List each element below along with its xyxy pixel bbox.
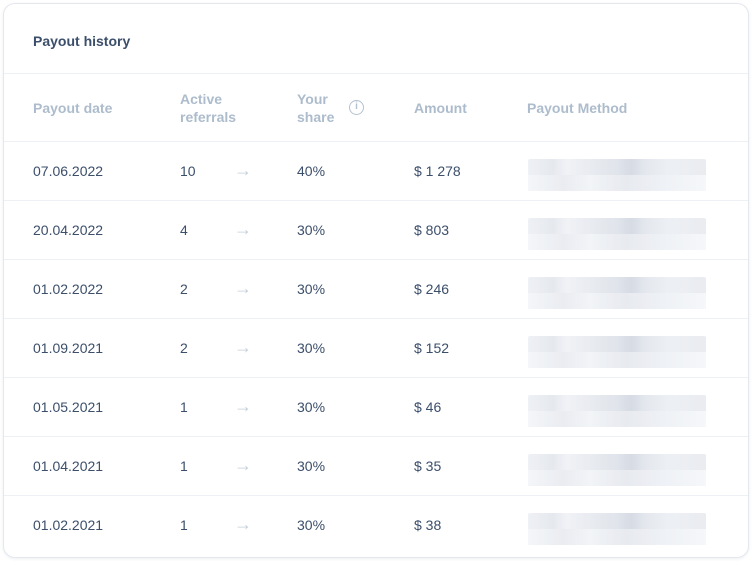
payout-method-redacted [528,395,706,427]
amount-cell: $ 38 [414,517,442,533]
active-referrals-cell: 2 [180,281,188,297]
active-referrals-cell: 1 [180,399,188,415]
column-header-payout-method[interactable]: Payout Method [527,100,628,116]
amount-cell: $ 35 [414,458,442,474]
column-header-active-referrals[interactable]: Active referrals [180,90,236,126]
amount-cell: $ 803 [414,222,450,238]
payout-method-redacted [528,336,706,368]
table-row[interactable]: 01.02.2021 1 → 30% $ 38 [4,496,748,555]
amount-cell: $ 246 [414,281,450,297]
table-row[interactable]: 01.09.2021 2 → 30% $ 152 [4,319,748,378]
card-title: Payout history [33,33,131,49]
payout-history-card: Payout history Payout date Active referr… [3,3,749,558]
amount-cell: $ 152 [414,340,450,356]
active-referrals-cell: 1 [180,517,188,533]
your-share-cell: 30% [297,458,326,474]
active-referrals-cell: 1 [180,458,188,474]
table-body: 07.06.2022 10 → 40% $ 1 278 20.04.2022 4… [4,142,748,555]
your-share-cell: 30% [297,399,326,415]
payout-method-redacted [528,159,706,191]
column-header-your-share[interactable]: Your share [297,90,334,126]
amount-cell: $ 46 [414,399,442,415]
payout-date-cell: 07.06.2022 [33,163,104,179]
arrow-right-icon: → [234,396,252,416]
payout-date-cell: 20.04.2022 [33,222,104,238]
your-share-cell: 40% [297,163,326,179]
arrow-right-icon: → [234,455,252,475]
your-share-cell: 30% [297,517,326,533]
info-icon[interactable]: i [349,100,364,115]
payout-method-redacted [528,277,706,309]
payout-method-redacted [528,454,706,486]
column-header-label-line: Active [180,91,223,107]
your-share-cell: 30% [297,340,326,356]
arrow-right-icon: → [234,160,252,180]
arrow-right-icon: → [234,278,252,298]
payout-date-cell: 01.02.2022 [33,281,104,297]
payout-date-cell: 01.02.2021 [33,517,104,533]
column-header-payout-date[interactable]: Payout date [33,100,113,116]
column-header-label-line: share [297,109,335,125]
payout-method-redacted [528,218,706,250]
active-referrals-cell: 2 [180,340,188,356]
table-row[interactable]: 01.04.2021 1 → 30% $ 35 [4,437,748,496]
table-row[interactable]: 01.02.2022 2 → 30% $ 246 [4,260,748,319]
arrow-right-icon: → [234,337,252,357]
arrow-right-icon: → [234,514,252,534]
payout-date-cell: 01.04.2021 [33,458,104,474]
payout-date-cell: 01.09.2021 [33,340,104,356]
table-row[interactable]: 01.05.2021 1 → 30% $ 46 [4,378,748,437]
arrow-right-icon: → [234,219,252,239]
your-share-cell: 30% [297,281,326,297]
payout-method-redacted [528,513,706,545]
active-referrals-cell: 10 [180,163,196,179]
payout-date-cell: 01.05.2021 [33,399,104,415]
column-header-amount[interactable]: Amount [414,100,467,116]
table-row[interactable]: 20.04.2022 4 → 30% $ 803 [4,201,748,260]
amount-cell: $ 1 278 [414,163,461,179]
active-referrals-cell: 4 [180,222,188,238]
column-header-label-line: Your [297,91,328,107]
column-header-label-line: referrals [180,109,237,125]
table-header: Payout date Active referrals Your share … [4,73,748,142]
table-row[interactable]: 07.06.2022 10 → 40% $ 1 278 [4,142,748,201]
your-share-cell: 30% [297,222,326,238]
